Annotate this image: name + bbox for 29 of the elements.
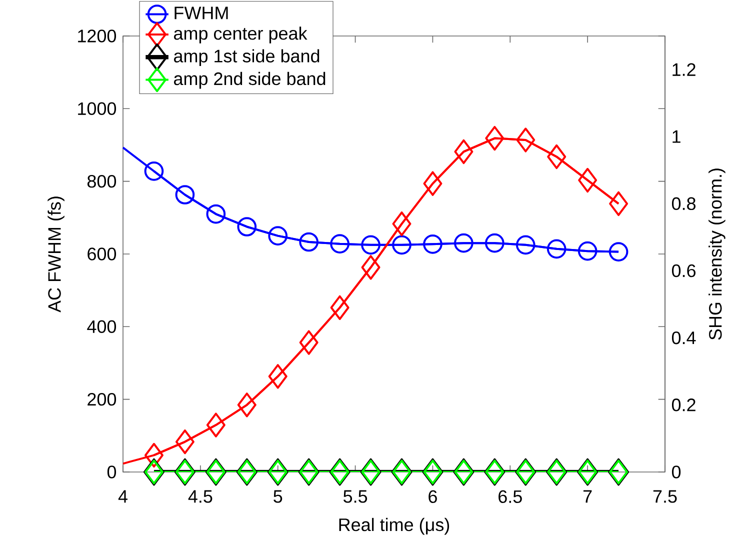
y2-tick-label: 1.2 [672,63,696,76]
y-tick-label: 400 [87,320,116,334]
y2-tick-label: 1 [672,130,680,143]
x-tick-label: 4 [118,490,128,503]
legend-label: amp center peak [174,26,308,44]
legend-label: amp 1st side band [174,49,320,66]
y2-tick-label: 0.4 [672,331,696,344]
y-tick-label: 1000 [78,102,116,116]
y-tick-label: 800 [87,174,116,188]
y2-axis-title: SHG intensity (norm.) [708,168,726,340]
y2-tick-label: 0.2 [672,398,696,412]
x-tick-label: 7 [583,490,592,503]
y-tick-label: 0 [107,466,116,478]
x-tick-label: 5.5 [343,490,368,503]
y-tick-label: 600 [88,248,116,260]
x-axis-title: Real time (μs) [339,518,450,535]
legend-label: FWHM [174,6,228,20]
y2-tick-label: 0.8 [672,197,696,210]
y-tick-label: 1200 [78,30,116,42]
legend-label: amp 2nd side band [174,72,326,89]
x-tick-label: 6 [428,490,437,503]
y2-tick-label: 0 [672,466,681,478]
y2-tick-label: 0.6 [672,264,696,278]
x-tick-label: 7.5 [653,490,677,503]
y-tick-label: 200 [88,392,116,406]
x-tick-label: 6.5 [498,490,522,503]
y-axis-title: AC FWHM (fs) [48,196,64,312]
x-tick-label: 5 [274,490,282,503]
x-tick-label: 4.5 [188,490,212,503]
